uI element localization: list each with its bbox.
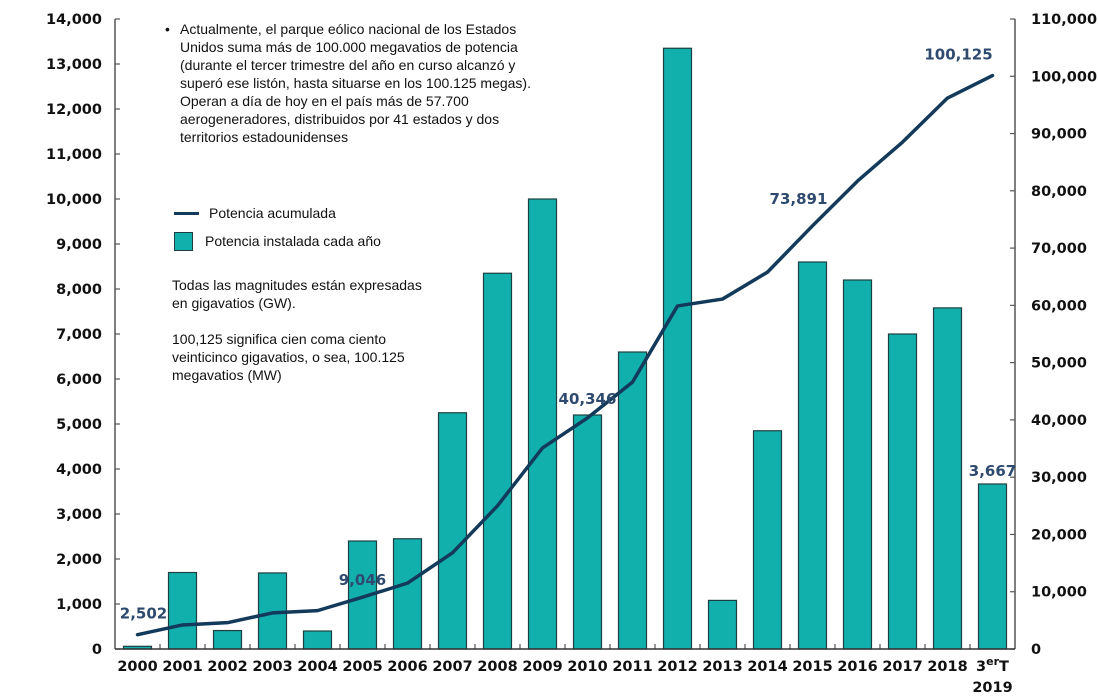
x-tick-label: 2004 bbox=[297, 659, 337, 675]
x-tick-label: 2009 bbox=[522, 659, 562, 675]
right-tick-label: 0 bbox=[1031, 642, 1041, 658]
data-labels: 2,502 9,046 40,346 73,891 100,125 3,667 bbox=[120, 46, 1016, 623]
cumulative-line bbox=[135, 73, 995, 637]
left-tick-label: 9,000 bbox=[56, 237, 102, 253]
bar bbox=[662, 47, 693, 650]
left-tick-label: 8,000 bbox=[56, 282, 102, 298]
bar bbox=[437, 412, 468, 650]
x-tick-label: 2002 bbox=[207, 659, 247, 675]
left-tick-label: 0 bbox=[92, 642, 102, 658]
right-tick-label: 10,000 bbox=[1031, 585, 1087, 601]
bullet-icon: • bbox=[165, 21, 170, 37]
units-note: Todas las magnitudes están expresadas en… bbox=[172, 276, 432, 402]
bar-swatch-icon bbox=[174, 231, 193, 251]
bar bbox=[977, 483, 1008, 650]
info-note: • Actualmente, el parque eólico nacional… bbox=[165, 20, 550, 146]
line-swatch-icon bbox=[174, 211, 199, 215]
data-label: 3,667 bbox=[969, 462, 1016, 480]
line-series bbox=[135, 73, 995, 637]
legend: Potencia acumulada Potencia instalada ca… bbox=[174, 199, 381, 255]
right-tick-label: 20,000 bbox=[1031, 527, 1087, 543]
legend-item-line: Potencia acumulada bbox=[174, 199, 381, 227]
legend-bar-label: Potencia instalada cada año bbox=[205, 233, 381, 249]
bar bbox=[797, 261, 828, 650]
right-tick-label: 100,000 bbox=[1031, 69, 1097, 85]
right-tick-label: 60,000 bbox=[1031, 298, 1087, 314]
bar bbox=[932, 307, 963, 650]
right-tick-label: 70,000 bbox=[1031, 241, 1087, 257]
x-tick-label: 2017 bbox=[882, 659, 922, 675]
left-tick-label: 2,000 bbox=[56, 552, 102, 568]
bar bbox=[842, 279, 873, 650]
x-tick-label: 3erT bbox=[976, 655, 1009, 675]
legend-line-label: Potencia acumulada bbox=[209, 205, 336, 221]
right-tick-label: 110,000 bbox=[1031, 12, 1097, 28]
x-tick-label: 2007 bbox=[432, 659, 472, 675]
right-tick-label: 90,000 bbox=[1031, 127, 1087, 143]
x-tick-label-line2: 2019 bbox=[972, 680, 1012, 696]
left-tick-label: 11,000 bbox=[46, 147, 102, 163]
x-tick-label: 2013 bbox=[702, 659, 742, 675]
x-tick-label: 2006 bbox=[387, 659, 427, 675]
data-label: 73,891 bbox=[770, 190, 828, 208]
bar bbox=[167, 571, 198, 650]
x-tick-label: 2012 bbox=[657, 659, 697, 675]
data-label: 100,125 bbox=[924, 46, 992, 64]
left-tick-label: 4,000 bbox=[56, 462, 102, 478]
x-tick-label: 2001 bbox=[162, 659, 202, 675]
bar bbox=[212, 629, 243, 650]
data-label: 9,046 bbox=[339, 571, 386, 589]
info-note-text: Actualmente, el parque eólico nacional d… bbox=[180, 21, 531, 145]
left-y-axis: 0 1,000 2,000 3,000 4,000 5,000 6,000 7,000 8,00… bbox=[46, 12, 120, 658]
bar bbox=[302, 630, 333, 650]
x-tick-label: 2000 bbox=[117, 659, 157, 675]
left-tick-label: 12,000 bbox=[46, 102, 102, 118]
left-tick-label: 13,000 bbox=[46, 57, 102, 73]
bar-series bbox=[122, 47, 1008, 650]
x-axis: 2000 2001 2002 2003 2004 2005 2006 2007 2008 2009… bbox=[115, 644, 1015, 696]
bar bbox=[617, 351, 648, 650]
units-text: Todas las magnitudes están expresadas en… bbox=[172, 277, 422, 311]
right-tick-label: 30,000 bbox=[1031, 470, 1087, 486]
left-tick-label: 5,000 bbox=[56, 417, 102, 433]
x-tick-label: 2005 bbox=[342, 659, 382, 675]
bar bbox=[707, 599, 738, 650]
left-tick-label: 3,000 bbox=[56, 507, 102, 523]
legend-item-bar: Potencia instalada cada año bbox=[174, 227, 381, 255]
left-tick-label: 6,000 bbox=[56, 372, 102, 388]
x-tick-label: 2014 bbox=[747, 659, 787, 675]
bar bbox=[752, 430, 783, 650]
right-y-axis: 0 10,000 20,000 30,000 40,000 50,000 60,000 70,… bbox=[1010, 12, 1097, 658]
right-tick-label: 40,000 bbox=[1031, 413, 1087, 429]
bar bbox=[527, 198, 558, 650]
x-tick-label: 2018 bbox=[927, 659, 967, 675]
data-label: 2,502 bbox=[120, 605, 167, 623]
right-tick-label: 80,000 bbox=[1031, 184, 1087, 200]
right-tick-label: 50,000 bbox=[1031, 356, 1087, 372]
bar bbox=[392, 538, 423, 650]
bar bbox=[887, 333, 918, 650]
left-tick-label: 14,000 bbox=[46, 12, 102, 28]
left-tick-label: 10,000 bbox=[46, 192, 102, 208]
data-label: 40,346 bbox=[559, 390, 617, 408]
left-tick-label: 7,000 bbox=[56, 327, 102, 343]
x-tick-label: 2010 bbox=[567, 659, 607, 675]
left-tick-label: 1,000 bbox=[56, 597, 102, 613]
x-tick-label: 2015 bbox=[792, 659, 832, 675]
bar bbox=[572, 414, 603, 650]
x-tick-label: 2003 bbox=[252, 659, 292, 675]
explanation-text: 100,125 significa cien coma ciento veint… bbox=[172, 331, 405, 383]
x-tick-label: 2011 bbox=[612, 659, 652, 675]
x-tick-label: 2008 bbox=[477, 659, 517, 675]
x-tick-label: 2016 bbox=[837, 659, 877, 675]
bar bbox=[482, 272, 513, 650]
